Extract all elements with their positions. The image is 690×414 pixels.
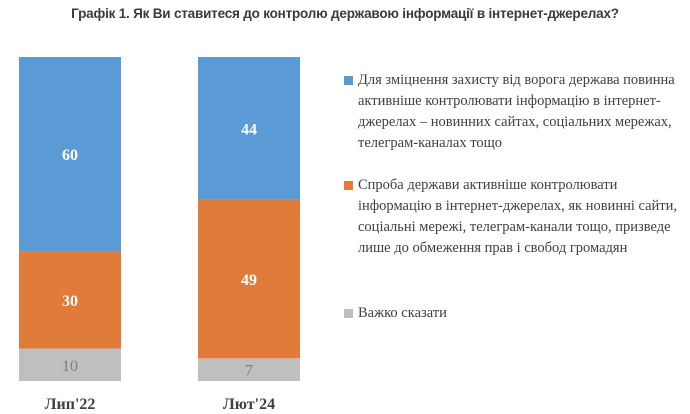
legend-label: Важко сказати: [358, 305, 447, 321]
legend-swatch-gray: [344, 309, 353, 318]
chart-title: Графік 1. Як Ви ставитеся до контролю де…: [71, 6, 619, 21]
data-label: 7: [245, 363, 253, 380]
legend-item-hard-to-say: Важко сказати: [344, 303, 684, 324]
stacked-bar-chart: 10 30 60 Лип'22 7 49 44 Лют'24: [19, 57, 300, 413]
data-label: 30: [62, 293, 78, 310]
category-label: Лип'22: [45, 396, 96, 413]
data-label: 44: [241, 121, 257, 138]
bar-segment: [19, 57, 121, 252]
bar-segment: [198, 358, 300, 381]
legend-label: Для зміцнення захисту від ворога держава…: [358, 72, 675, 151]
category-label: Лют'24: [223, 396, 275, 413]
bar-segment: [198, 199, 300, 359]
legend-item-restrict-rights: Спроба держави активніше контролювати ін…: [344, 175, 684, 259]
data-label: 60: [62, 147, 78, 164]
bar-segment: [19, 348, 121, 381]
legend-swatch-blue: [344, 76, 353, 85]
legend-label: Спроба держави активніше контролювати ін…: [358, 177, 678, 256]
data-label: 49: [241, 272, 257, 289]
bar-segment: [19, 251, 121, 349]
legend-item-strengthen-control: Для зміцнення захисту від ворога держава…: [344, 70, 684, 154]
legend-swatch-orange: [344, 181, 353, 190]
bar-segment: [198, 57, 300, 200]
data-label: 10: [62, 358, 78, 375]
